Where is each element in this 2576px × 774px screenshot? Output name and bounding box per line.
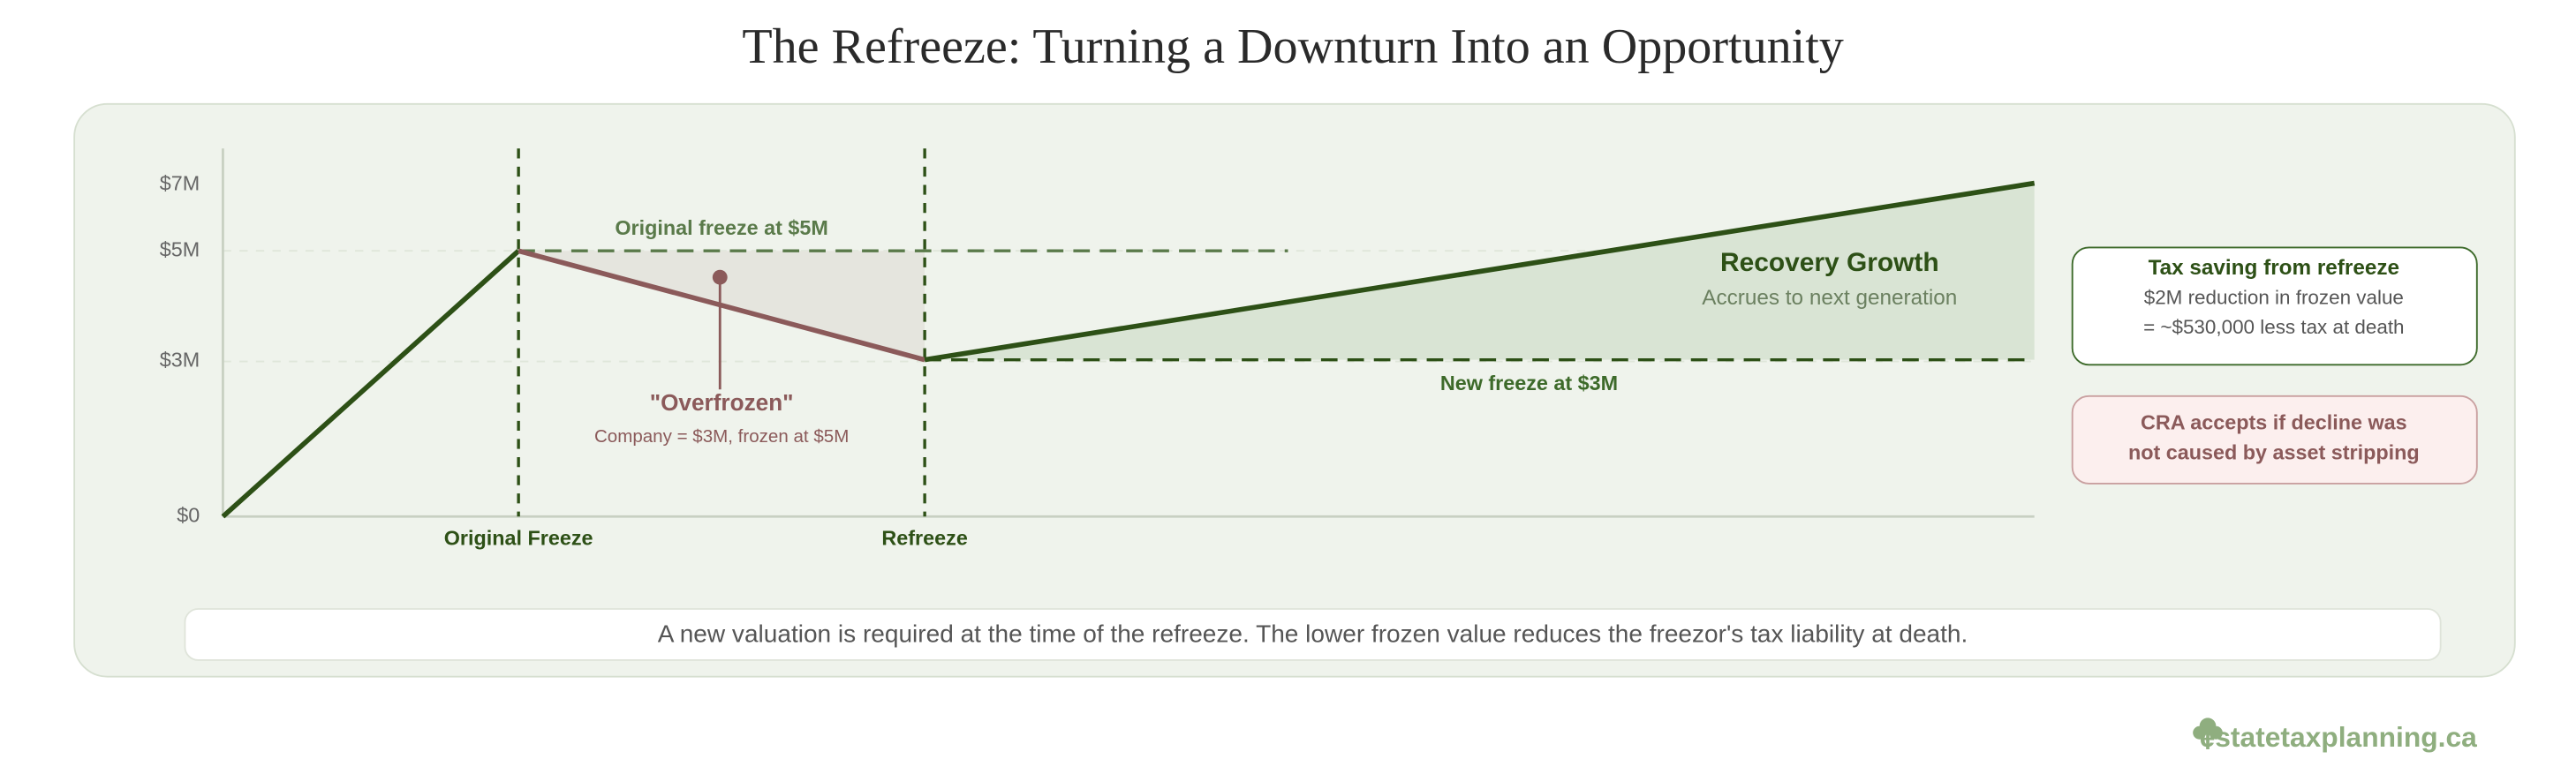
x-label: Original Freeze	[444, 527, 593, 550]
box-title: Tax saving from refreeze	[2149, 256, 2399, 280]
panel	[73, 102, 2516, 678]
growth-line	[221, 249, 521, 519]
info-box	[2071, 246, 2478, 366]
decline-line	[517, 248, 925, 363]
footer-note: A new valuation is required at the time …	[658, 620, 1968, 647]
y-label: $5M	[160, 237, 200, 260]
box-text: CRA accepts if decline was	[2141, 411, 2407, 434]
y-label: $0	[177, 503, 200, 526]
footer-box	[184, 608, 2442, 661]
title: The Refreeze: Turning a Downturn Into an…	[742, 19, 1844, 74]
annotation: New freeze at $3M	[1440, 372, 1618, 395]
box-text: $2M reduction in frozen value	[2144, 286, 2404, 308]
annotation: Original freeze at $5M	[615, 216, 827, 239]
annotation-title: "Overfrozen"	[650, 389, 794, 416]
warning-box	[2071, 395, 2478, 485]
annotation-note: Accrues to next generation	[1702, 286, 1957, 310]
box-text: = ~$530,000 less tax at death	[2143, 316, 2404, 338]
recovery-line	[924, 180, 2036, 363]
y-label: $7M	[160, 172, 200, 195]
box-text: not caused by asset stripping	[2128, 440, 2420, 463]
x-label: Refreeze	[881, 527, 967, 550]
brand-icon	[2193, 718, 2223, 749]
annotation-title: Recovery Growth	[1720, 248, 1939, 277]
annotation-note: Company = $3M, frozen at $5M	[594, 426, 849, 447]
brand: estatetaxplanning.ca	[2200, 721, 2478, 753]
y-label: $3M	[160, 349, 200, 372]
